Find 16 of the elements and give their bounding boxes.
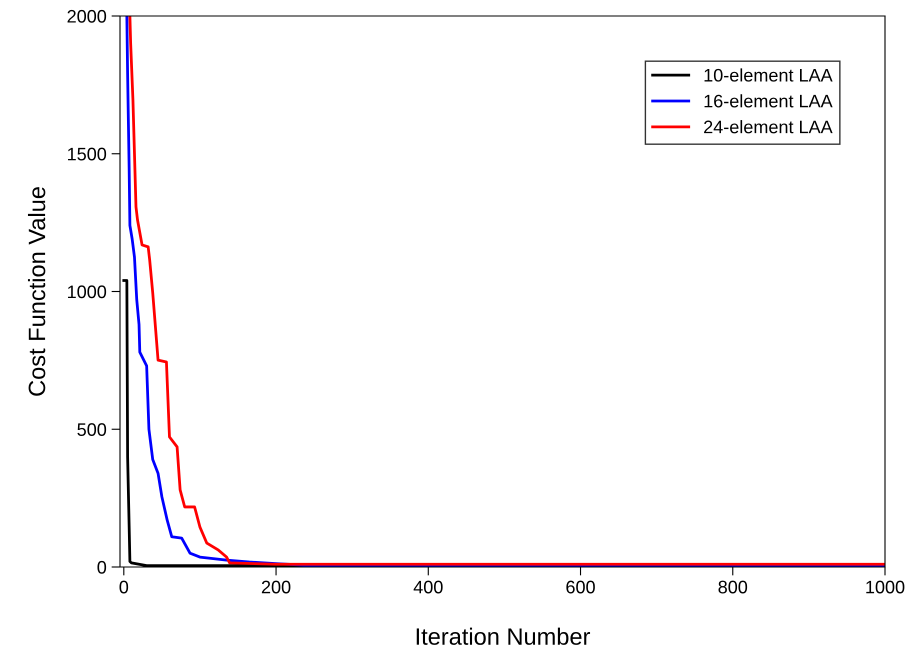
y-tick-label: 1500 xyxy=(68,148,106,160)
legend-label: 16-element LAA xyxy=(704,94,833,108)
y-tick-label: 2000 xyxy=(68,10,106,23)
x-tick-label: 200 xyxy=(262,580,290,594)
x-tick-label: 600 xyxy=(566,580,595,594)
x-tick-label: 800 xyxy=(718,580,748,594)
x-axis-title: Iteration Number xyxy=(416,628,590,645)
x-tick-label: 1000 xyxy=(866,580,904,594)
legend-label: 24-element LAA xyxy=(704,120,833,134)
y-tick-label: 0 xyxy=(97,560,106,574)
x-tick-label: 400 xyxy=(414,580,443,594)
y-tick-label: 1000 xyxy=(68,285,106,298)
legend-label: 10-element LAA xyxy=(704,68,833,82)
x-tick-label: 0 xyxy=(119,580,128,594)
y-tick-label: 500 xyxy=(77,423,106,436)
y-axis-title: Cost Function Value xyxy=(28,187,46,396)
